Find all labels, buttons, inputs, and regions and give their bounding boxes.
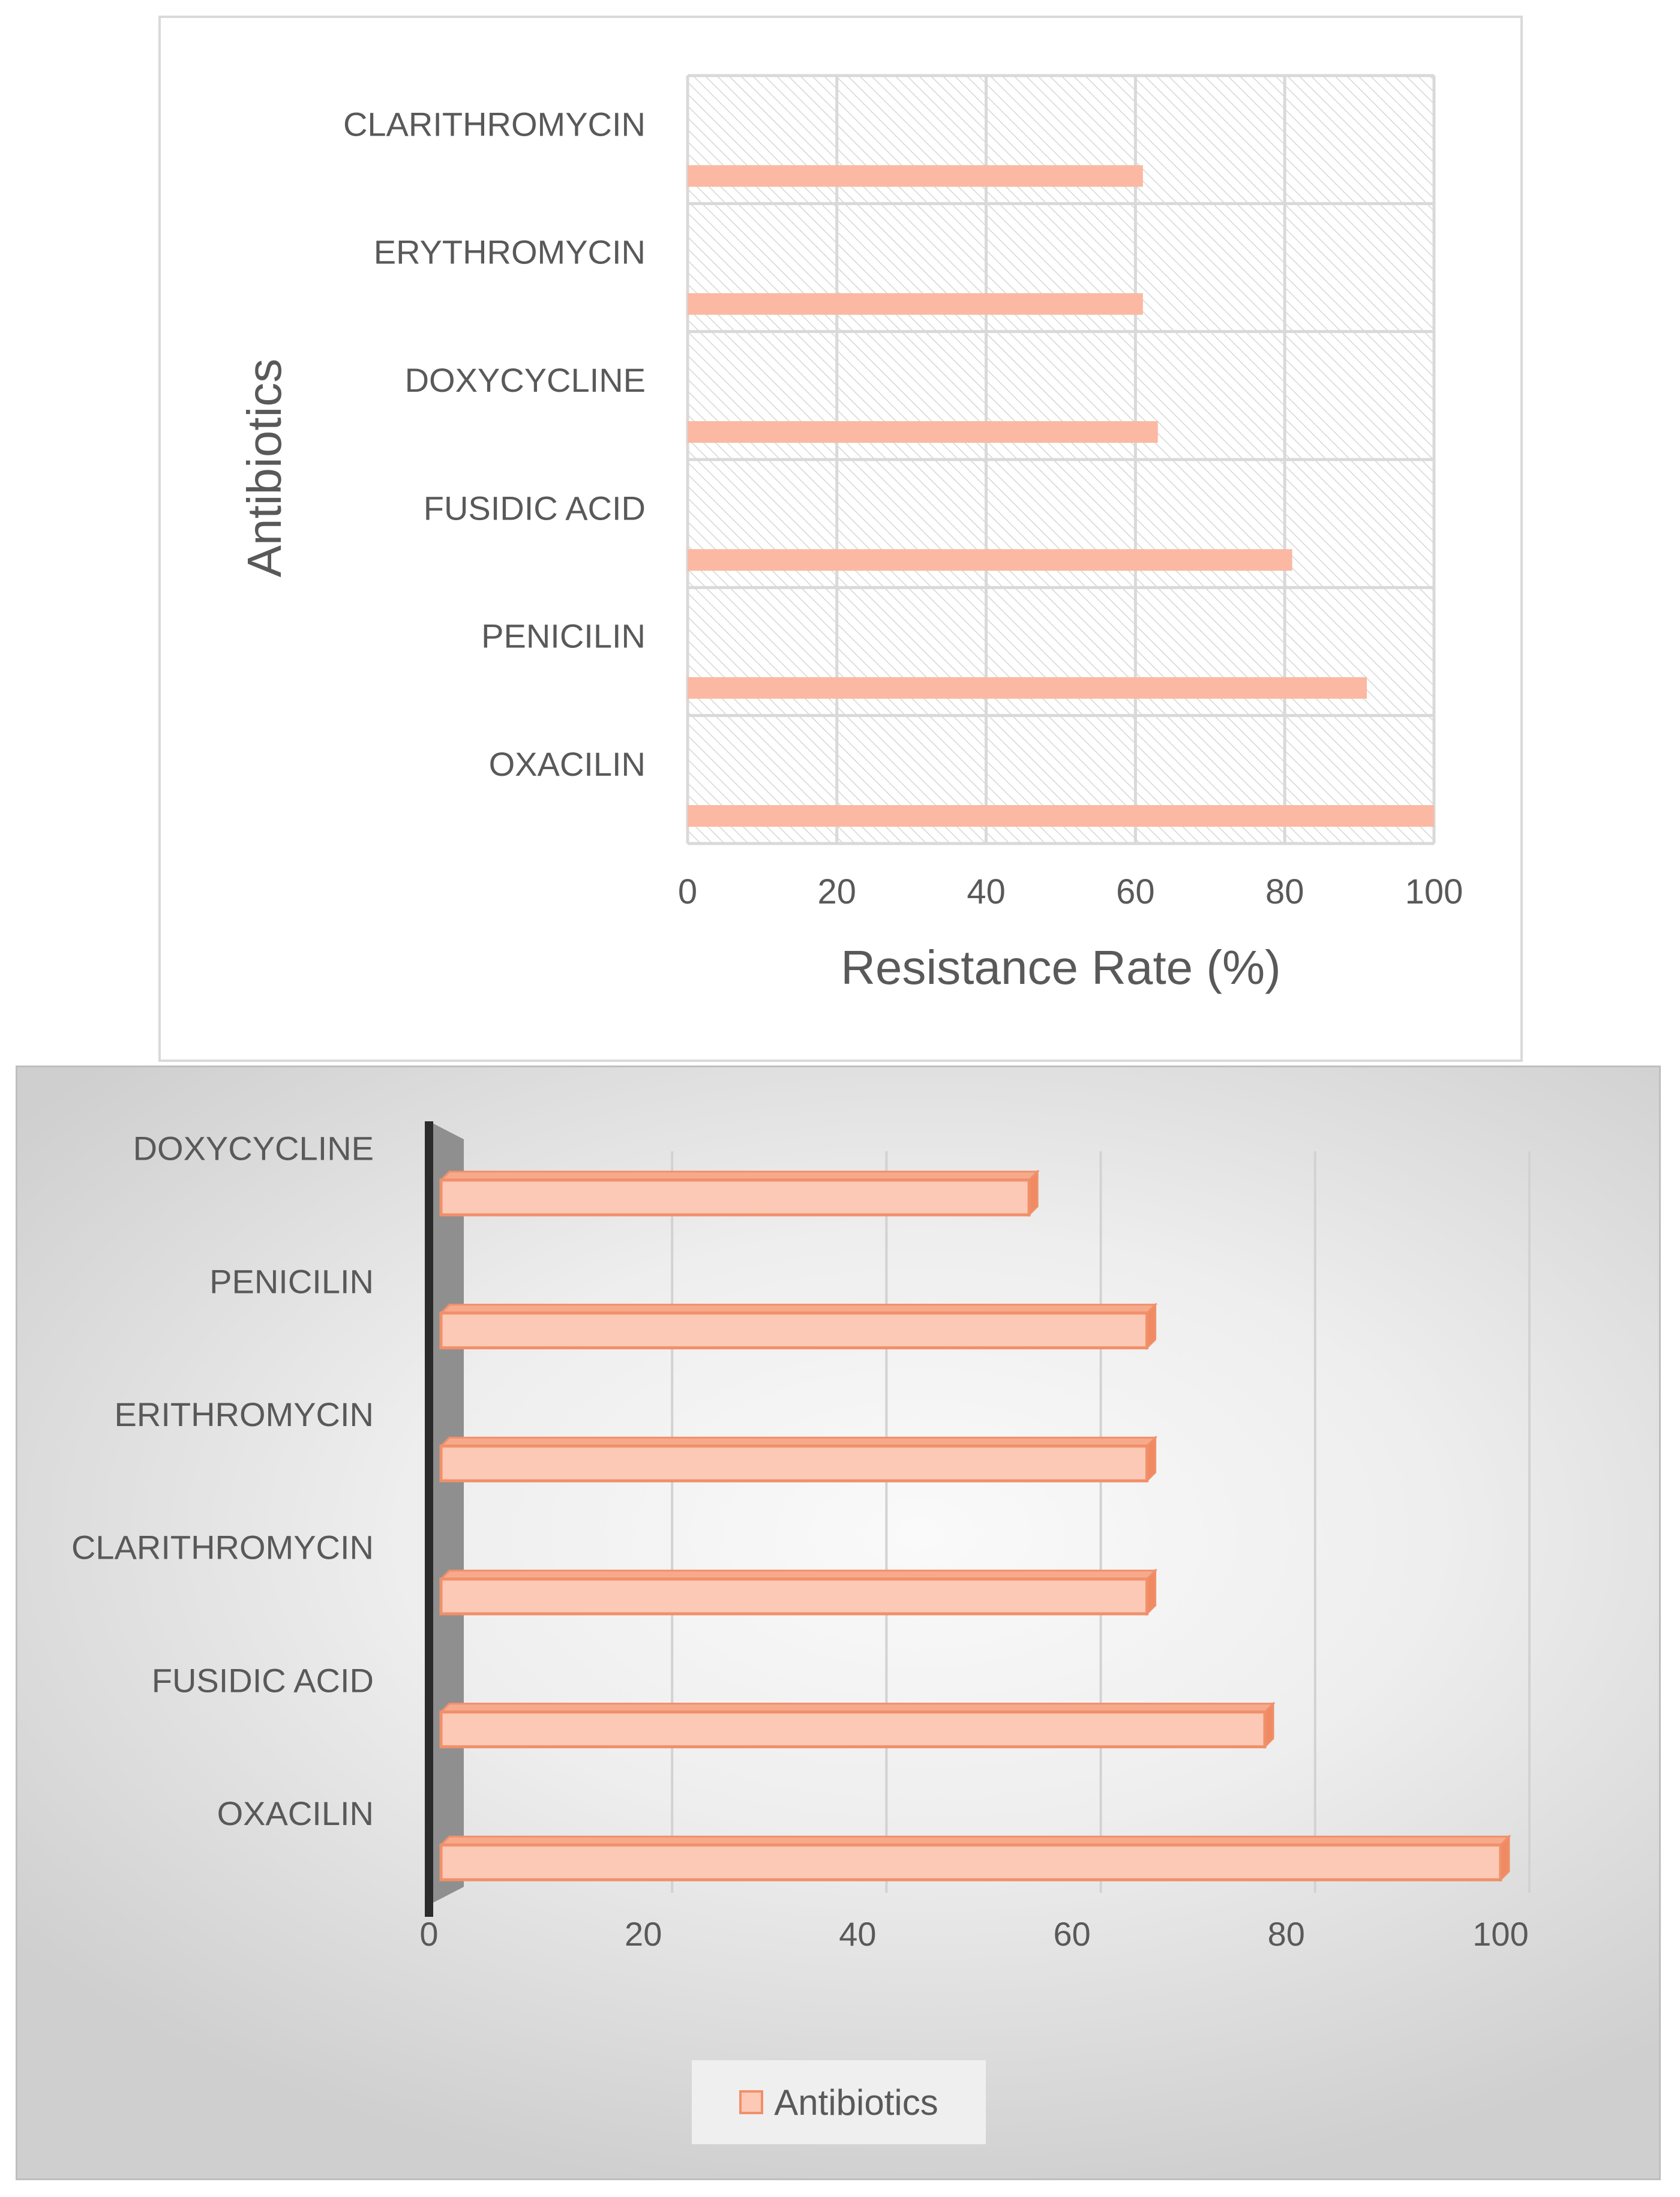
x-tick-label: 100	[1472, 1915, 1528, 1953]
x-tick-label: 60	[1116, 872, 1155, 911]
category-label: FUSIDIC ACID	[424, 489, 646, 527]
category-label: DOXYCYCLINE	[405, 361, 646, 399]
x-tick-label: 80	[1268, 1915, 1305, 1953]
axis-side-wall	[429, 1121, 464, 1905]
bar-front-face	[439, 1843, 1502, 1881]
x-tick-label: 40	[967, 872, 1006, 911]
category-label: PENICILIN	[481, 617, 646, 655]
legend-label: Antibiotics	[774, 2082, 938, 2123]
category-label: CLARITHROMYCIN	[343, 105, 646, 143]
category-label: ERYTHROMYCIN	[374, 233, 646, 271]
x-axis-title: Resistance Rate (%)	[841, 941, 1281, 994]
chart-1-plot: 0 20 40 60 80 100 OXACILIN PENICILIN FUSIDIC ACI…	[238, 74, 1463, 994]
bar-oxacilin	[439, 1834, 1511, 1882]
bar-oxacilin	[688, 805, 1434, 827]
chart-2-plot: 0 20 40 60 80 100 OXACILIN FUSIDIC ACID CLARITHR…	[71, 1121, 1531, 1953]
bar-front-face	[439, 1444, 1149, 1482]
bar-front-face	[439, 1577, 1149, 1616]
chart-2-container: 0 20 40 60 80 100 OXACILIN FUSIDIC ACID CLARITHR…	[16, 1066, 1661, 2180]
bar-doxycycline	[688, 421, 1158, 443]
x-tick-label: 20	[625, 1915, 662, 1953]
bar-front-face	[439, 1178, 1031, 1217]
x-tick-label: 80	[1265, 872, 1304, 911]
x-tick-label: 40	[839, 1915, 876, 1953]
bar-front-face	[439, 1311, 1149, 1350]
x-tick-label: 20	[818, 872, 857, 911]
category-label: ERITHROMYCIN	[115, 1395, 374, 1433]
category-label: PENICILIN	[209, 1262, 374, 1300]
x-tick-label: 0	[678, 872, 697, 911]
bar-erythromycin	[688, 293, 1143, 315]
bar-fusidic-acid	[439, 1701, 1276, 1749]
legend-swatch	[739, 2090, 764, 2114]
bar-doxycycline	[439, 1169, 1040, 1217]
x-tick-label: 60	[1053, 1915, 1090, 1953]
bar-fusidic-acid	[688, 549, 1292, 571]
chart-1-container: 0 20 40 60 80 100 OXACILIN PENICILIN FUSIDIC ACI…	[158, 16, 1523, 1062]
category-label: OXACILIN	[489, 745, 646, 783]
bar-clarithromycin	[688, 165, 1143, 187]
legend: Antibiotics	[692, 2060, 986, 2144]
bar-penicilin	[439, 1302, 1158, 1350]
bar-front-face	[439, 1710, 1267, 1749]
category-label: CLARITHROMYCIN	[71, 1529, 374, 1566]
category-label: FUSIDIC ACID	[152, 1661, 374, 1699]
category-label: OXACILIN	[217, 1794, 374, 1832]
bar-clarithromycin	[439, 1568, 1158, 1616]
category-label: DOXYCYCLINE	[133, 1130, 374, 1167]
bar-erithromycin	[439, 1435, 1158, 1483]
bar-penicilin	[688, 677, 1367, 699]
x-tick-label: 100	[1405, 872, 1463, 911]
x-tick-label: 0	[419, 1915, 438, 1953]
y-axis-title: Antibiotics	[238, 359, 291, 578]
